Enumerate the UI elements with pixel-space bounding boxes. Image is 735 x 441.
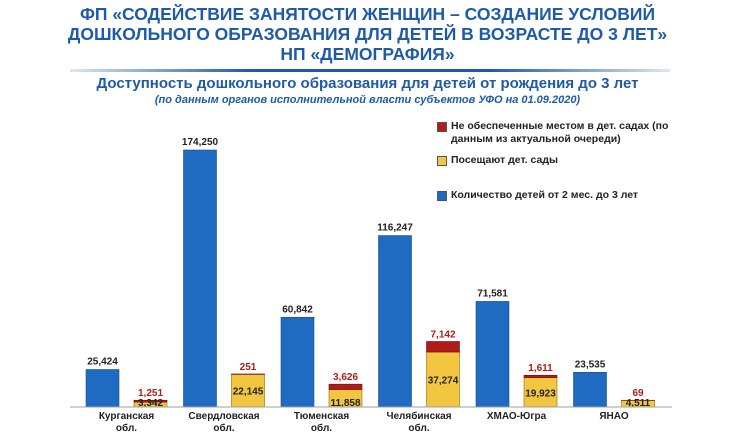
bar-not-provided [328,383,363,390]
bar-total-children [183,149,217,408]
x-tick-label: Свердловская [188,411,259,422]
data-label-attend-kindergarten: 22,145 [233,387,264,398]
legend-label: Количество детей от 2 мес. до 3 лет [451,189,639,201]
data-label-total-children: 23,535 [575,359,606,370]
bar-total-children [378,235,412,408]
data-label-total-children: 71,581 [477,288,508,299]
x-tick-label: ХМАО-Югра [487,411,547,422]
data-label-not-provided: 69 [632,388,644,399]
bar-attend-kindergarten [523,377,558,408]
chart-subtitle: Доступность дошкольного образования для … [96,75,639,92]
legend-item: Посещают дет. сады [437,154,682,167]
header-line-1: ФП «СОДЕЙСТВИЕ ЗАНЯТОСТИ ЖЕНЩИН – СОЗДАН… [79,4,656,24]
bar-total-children [475,301,510,408]
data-label-total-children: 174,250 [182,137,219,148]
data-label-total-children: 60,842 [282,304,313,315]
x-tick-label: обл. [213,422,234,434]
data-label-attend-kindergarten: 3,342 [138,398,163,409]
data-label-not-provided: 1,611 [528,363,553,374]
page-header: ФП «СОДЕЙСТВИЕ ЗАНЯТОСТИ ЖЕНЩИН – СОЗДАН… [0,4,735,64]
x-tick-label: Челябинская [386,410,451,422]
bar-attend-kindergarten [426,351,460,408]
bar-total-children [280,316,315,408]
x-tick-label: обл. [116,422,137,434]
header-line-3: НП «ДЕМОГРАФИЯ» [280,44,455,64]
legend-label: Не обеспеченные местом в дет. садах (по … [451,120,669,145]
data-label-not-provided: 1,251 [138,388,163,399]
x-tick-label: ЯНАО [599,411,628,422]
x-tick-label: Курганская [99,411,155,422]
legend-swatch [437,122,447,132]
legend-swatch [437,191,447,201]
data-label-total-children: 25,424 [87,357,118,368]
data-label-total-children: 116,247 [377,223,413,234]
data-label-attend-kindergarten: 37,274 [428,376,459,387]
bar-not-provided [133,399,168,403]
bar-total-children [85,369,120,408]
bar-total-children [573,371,607,408]
chart-source-note: (по данным органов исполнительной власти… [154,94,581,106]
legend-swatch [437,156,447,166]
data-label-attend-kindergarten: 4,511 [626,398,651,409]
header-line-2: ДОШКОЛЬНОГО ОБРАЗОВАНИЯ ДЛЯ ДЕТЕЙ В ВОЗР… [67,24,668,44]
data-label-not-provided: 3,626 [333,372,358,383]
legend-item: Не обеспеченные местом в дет. садах (по … [437,120,682,146]
x-tick-label: обл. [408,422,429,434]
bar-not-provided [523,374,558,378]
x-tick-label: Тюменская [294,411,350,422]
x-tick-label: обл. [311,422,332,434]
data-label-not-provided: 251 [240,362,257,373]
data-label-attend-kindergarten: 11,858 [330,398,360,409]
data-label-attend-kindergarten: 19,923 [525,388,556,399]
data-label-not-provided: 7,142 [430,329,455,340]
legend-item: Количество детей от 2 мес. до 3 лет [437,189,682,202]
bar-not-provided [426,341,460,353]
chart-legend: Не обеспеченные местом в дет. садах (по … [437,120,682,202]
legend-label: Посещают дет. сады [451,154,558,166]
header-divider [70,69,670,72]
